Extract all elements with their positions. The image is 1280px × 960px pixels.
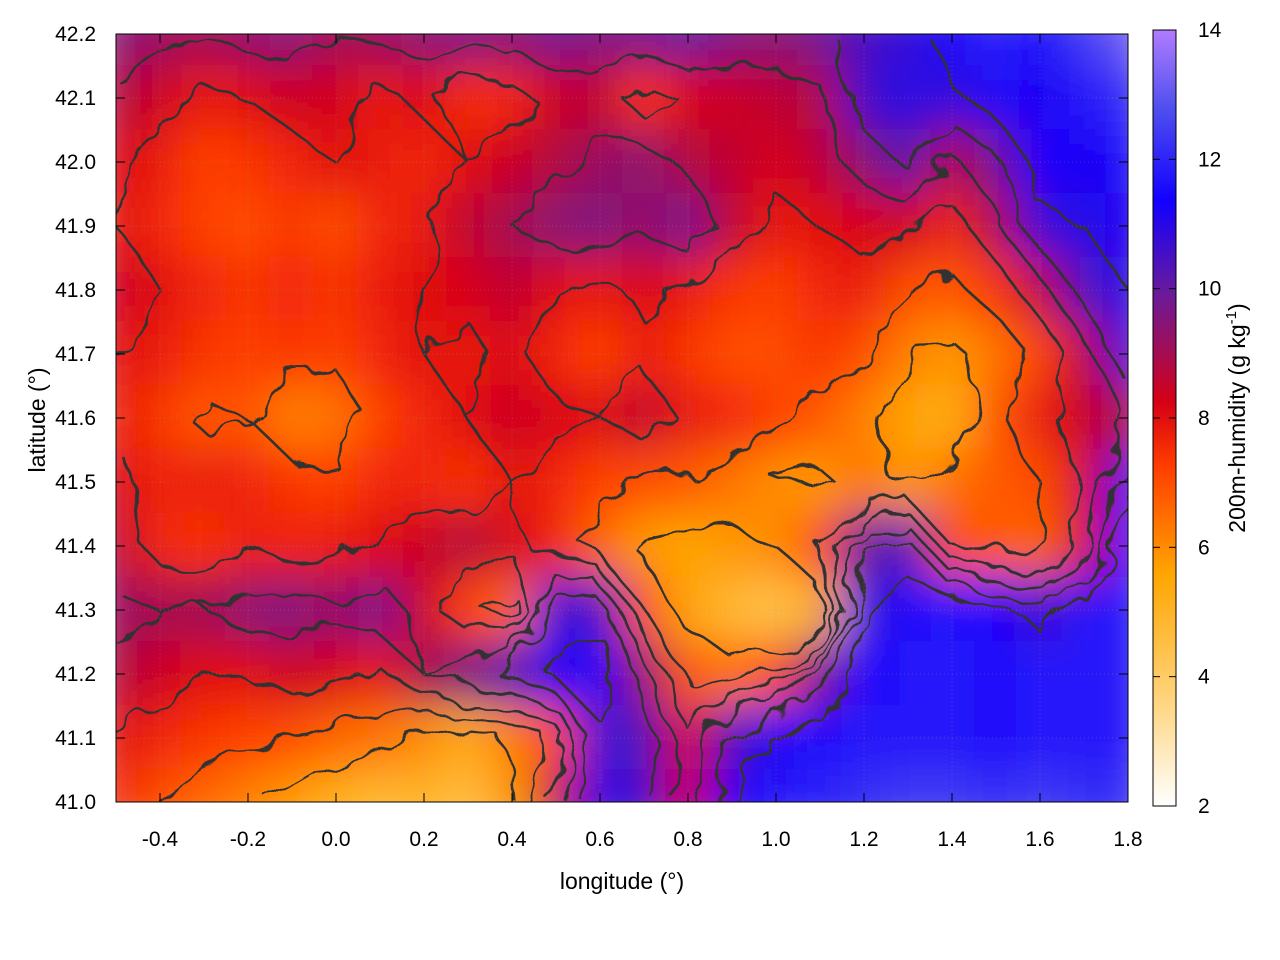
x-tick-label: 1.2 [849,828,878,851]
y-tick-label: 41.6 [55,407,96,430]
heatmap-cell [709,34,755,67]
y-tick-label: 41.5 [55,471,96,494]
heatmap-cell [116,34,139,67]
contour-line [116,34,1128,802]
heatmap-cell [973,34,1019,67]
y-tick-label: 41.1 [55,727,96,750]
y-axis-title: latitude (°) [24,367,50,472]
colorbar-tick-label: 2 [1198,795,1210,818]
heatmap-cell [116,513,139,579]
x-tick-label: 0.2 [409,828,438,851]
y-tick-label: 41.0 [55,791,96,814]
x-tick-label: -0.2 [230,828,266,851]
heatmap-cell [116,641,139,707]
heatmap-cell [269,769,315,802]
heatmap-cell [116,577,139,643]
x-tick-label: 0.4 [497,828,527,851]
contour-lines [116,34,1128,802]
x-tick-label: 0.6 [585,828,614,851]
y-tick-label: 42.1 [55,87,96,110]
heatmap-cell [797,769,843,802]
heatmap-cell [1105,769,1128,802]
x-tick-label: 1.0 [761,828,790,851]
colorbar-title: 200m-humidity (g kg-1) [1223,303,1250,532]
heatmap-cell [357,769,403,802]
heatmap-cell [116,65,139,131]
y-tick-label: 41.3 [55,599,96,622]
heatmap-cell [116,385,139,451]
colorbar-title-exponent: -1 [1223,311,1240,324]
x-tick-label: 1.6 [1025,828,1054,851]
heatmap-cell [116,769,139,802]
y-tick-label: 42.2 [55,23,96,46]
heatmap-cell [621,769,667,802]
y-tick-label: 41.8 [55,279,96,302]
contour-group [116,34,1128,802]
x-tick-label: 1.8 [1113,828,1142,851]
heatmap-cell [973,769,1019,802]
heatmap-cell [181,769,227,802]
x-tick-label: 1.4 [937,828,967,851]
y-tick-label: 41.2 [55,663,96,686]
y-tick-label: 41.7 [55,343,96,366]
colorbar-tick-label: 6 [1198,536,1210,559]
heatmap-cell [1061,34,1107,67]
contour-line [496,34,1128,802]
x-axis-title: longitude (°) [560,868,684,894]
y-tick-label: 42.0 [55,151,96,174]
y-tick-label: 41.4 [55,535,96,558]
y-axis: 41.0 41.1 41.2 41.3 41.4 41.5 41.6 41.7 41.8 41.9… [55,23,1128,814]
colorbar-tick-label: 12 [1198,148,1221,171]
heatmap-cell [116,321,139,387]
colorbar-title-base: 200m-humidity (g kg [1224,324,1250,532]
y-tick-label: 41.9 [55,215,96,238]
heatmap-cell [1061,769,1107,802]
x-tick-label: 0.0 [321,828,350,851]
colorbar-tick-label: 4 [1198,666,1210,689]
colorbar-tick-label: 8 [1198,407,1210,430]
heatmap-cell [885,34,931,67]
colorbar-tick-label: 14 [1198,19,1222,42]
colorbar-tick-label: 10 [1198,278,1221,301]
heatmap-cell [116,257,139,323]
heatmap-cell [1105,34,1128,67]
x-tick-label: 0.8 [673,828,702,851]
x-tick-label: -0.4 [142,828,179,851]
contour-line [116,80,1080,802]
heatmap-cell [445,769,491,802]
heatmap-cell [269,34,315,67]
colorbar-axis: 2 4 6 8 10 12 14 [1153,19,1222,818]
heatmap-cell [885,769,931,802]
heatmap-cell [116,705,139,771]
x-axis: -0.4 -0.2 0.0 0.2 0.4 0.6 0.8 1.0 1.2 1.4 1.6 1.8 [142,34,1143,851]
colorbar-title-close: ) [1224,303,1250,311]
